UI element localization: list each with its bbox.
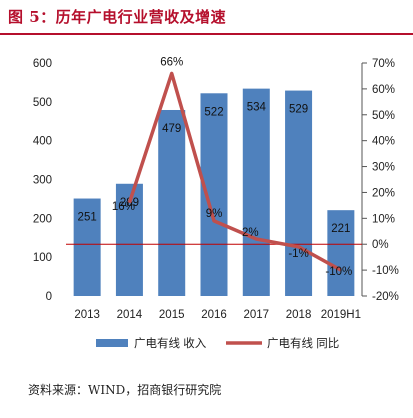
- source-note: 资料来源：WIND，招商银行研究院: [28, 383, 222, 397]
- bar: [158, 109, 186, 296]
- bar: [200, 93, 228, 296]
- y-right-tick-label: -20%: [372, 291, 399, 303]
- y-right-tick-label: 20%: [372, 187, 395, 199]
- growth-value-label: 9%: [206, 208, 223, 220]
- revenue-growth-chart: 0 100 200 300 400 500 600 -20% -10% 0% 10% 20% 30% 4…: [33, 56, 399, 350]
- y-left-tick-label: 300: [33, 175, 52, 187]
- left-axis-ticks: 0 100 200 300 400 500 600: [33, 58, 52, 303]
- y-left-tick-label: 0: [46, 291, 52, 303]
- bar: [285, 90, 313, 297]
- x-tick-label: 2017: [243, 309, 269, 321]
- y-right-tick-label: 30%: [372, 162, 395, 174]
- y-left-tick-label: 100: [33, 252, 52, 264]
- y-right-tick-label: 0%: [372, 239, 389, 251]
- bars: [73, 88, 355, 297]
- bar: [327, 210, 355, 296]
- x-tick-label: 2013: [74, 309, 100, 321]
- growth-value-label: 2%: [242, 227, 259, 239]
- bar-value-label: 534: [247, 102, 267, 114]
- right-axis-ticks: -20% -10% 0% 10% 20% 30% 40% 50% 60% 70%: [361, 58, 399, 303]
- legend-bar-swatch: [96, 339, 128, 347]
- y-left-tick-label: 400: [33, 136, 52, 148]
- y-left-tick-label: 500: [33, 97, 52, 109]
- bar-value-label: 251: [78, 212, 97, 224]
- y-right-tick-label: -10%: [372, 265, 399, 277]
- x-axis-ticks: 2013 2014 2015 2016 2017 2018 2019H1: [74, 309, 361, 321]
- growth-value-label: -1%: [288, 248, 308, 260]
- growth-value-label: 66%: [160, 56, 183, 68]
- bar: [242, 88, 270, 296]
- figure-title: 图 5：历年广电行业营收及增速: [8, 8, 227, 26]
- x-tick-label: 2016: [201, 309, 227, 321]
- y-right-tick-label: 60%: [372, 84, 395, 96]
- y-right-tick-label: 50%: [372, 110, 395, 122]
- y-right-tick-label: 10%: [372, 213, 395, 225]
- y-right-tick-label: 70%: [372, 58, 395, 70]
- x-tick-label: 2014: [117, 309, 143, 321]
- bar-value-label: 529: [289, 104, 308, 116]
- x-tick-label: 2018: [286, 309, 312, 321]
- title-rule: [0, 33, 413, 35]
- x-tick-label: 2015: [159, 309, 185, 321]
- y-left-tick-label: 200: [33, 213, 52, 225]
- x-tick-label: 2019H1: [321, 309, 361, 321]
- legend: 广电有线 收入 广电有线 同比: [96, 336, 339, 350]
- growth-value-label: -10%: [325, 266, 352, 278]
- line-labels: 16% 66% 9% 2% -1% -10%: [112, 56, 352, 278]
- bar-value-label: 221: [331, 223, 350, 235]
- bar-value-label: 522: [204, 106, 223, 118]
- legend-line-label: 广电有线 同比: [267, 336, 339, 350]
- y-right-tick-label: 40%: [372, 136, 395, 148]
- bar-value-label: 479: [162, 123, 181, 135]
- legend-bar-label: 广电有线 收入: [134, 336, 207, 350]
- growth-line: [127, 71, 342, 272]
- bar: [73, 198, 101, 296]
- y-left-tick-label: 600: [33, 58, 52, 70]
- growth-value-label: 16%: [112, 201, 135, 213]
